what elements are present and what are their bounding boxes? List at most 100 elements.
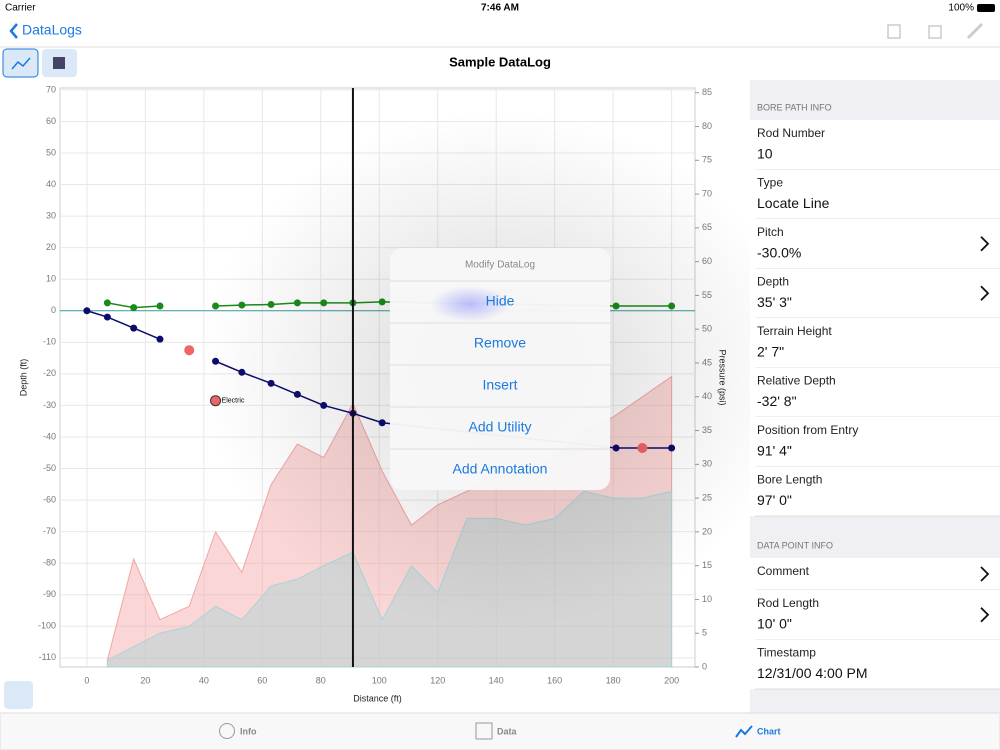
edit-icon[interactable] bbox=[966, 22, 984, 40]
row-value: 35' 3" bbox=[757, 294, 792, 310]
y-axis-title: Depth (ft) bbox=[18, 359, 28, 397]
share-icon[interactable] bbox=[928, 25, 942, 39]
row-label: Rod Length bbox=[757, 596, 819, 610]
y2-tick-label: 15 bbox=[702, 560, 712, 570]
y-tick-label: -110 bbox=[39, 652, 56, 662]
tab-label[interactable]: Info bbox=[240, 726, 257, 736]
y-tick-label: 50 bbox=[46, 147, 56, 157]
section-header: DATA POINT INFO bbox=[757, 540, 833, 550]
utility-point bbox=[184, 345, 195, 356]
popup bbox=[390, 248, 610, 490]
trash-icon[interactable] bbox=[887, 24, 901, 39]
tab-label[interactable]: Data bbox=[497, 726, 518, 736]
menu-item[interactable]: Add Annotation bbox=[453, 461, 548, 477]
row-value: -32' 8" bbox=[757, 393, 797, 409]
data-point bbox=[130, 324, 138, 332]
chart-mode-button[interactable] bbox=[2, 48, 39, 78]
menu-item[interactable]: Insert bbox=[482, 377, 517, 393]
y2-tick-label: 80 bbox=[702, 121, 712, 131]
info-row bbox=[750, 417, 1000, 467]
y-tick-label: 40 bbox=[46, 179, 56, 189]
menu-item[interactable]: Hide bbox=[486, 293, 515, 309]
popup-title: Modify DataLog bbox=[465, 260, 535, 271]
data-point bbox=[156, 302, 164, 310]
y2-tick-label: 85 bbox=[702, 87, 712, 97]
x-tick-label: 160 bbox=[547, 675, 562, 685]
x-tick-label: 200 bbox=[664, 675, 679, 685]
info-row bbox=[750, 318, 1000, 368]
x-tick-label: 120 bbox=[430, 675, 445, 685]
row-value: 2' 7" bbox=[757, 344, 784, 360]
x-tick-label: 80 bbox=[316, 675, 326, 685]
map-mode-icon bbox=[53, 57, 65, 69]
x-tick-label: 180 bbox=[606, 675, 621, 685]
row-value: 12/31/00 4:00 PM bbox=[757, 665, 868, 681]
disclosure-chevron[interactable] bbox=[980, 285, 990, 301]
y-tick-label: -80 bbox=[43, 558, 56, 568]
data-point bbox=[103, 299, 111, 307]
x-tick-label: 0 bbox=[84, 675, 89, 685]
y-tick-label: -50 bbox=[43, 463, 56, 473]
row-label: Position from Entry bbox=[757, 423, 858, 437]
y-tick-label: -70 bbox=[43, 526, 56, 536]
row-label: Type bbox=[757, 176, 783, 190]
menu-item[interactable]: Add Utility bbox=[468, 419, 531, 435]
battery-icon bbox=[977, 4, 995, 12]
section-header: BORE PATH INFO bbox=[757, 102, 832, 112]
row-value: Locate Line bbox=[757, 195, 830, 211]
info-row bbox=[750, 120, 1000, 170]
y-tick-label: -60 bbox=[43, 494, 56, 504]
y-tick-label: -20 bbox=[43, 368, 56, 378]
info-row bbox=[750, 558, 1000, 590]
row-label: Pitch bbox=[757, 225, 784, 239]
y2-tick-label: 10 bbox=[702, 594, 712, 604]
x-tick-label: 100 bbox=[372, 675, 387, 685]
y-tick-label: -90 bbox=[43, 589, 56, 599]
info-row bbox=[750, 268, 1000, 318]
y-tick-label: 60 bbox=[46, 116, 56, 126]
info-row bbox=[750, 169, 1000, 219]
hover-glow bbox=[430, 286, 510, 322]
clock: 7:46 AM bbox=[481, 3, 519, 14]
back-button[interactable]: DataLogs bbox=[22, 22, 82, 38]
chart-mode-icon bbox=[11, 57, 31, 70]
x-axis-title: Distance (ft) bbox=[353, 693, 402, 703]
tab-icon bbox=[735, 725, 753, 738]
info-row bbox=[750, 466, 1000, 516]
tab-icon bbox=[475, 722, 493, 740]
x-tick-label: 140 bbox=[489, 675, 504, 685]
info-row bbox=[750, 367, 1000, 417]
data-point bbox=[83, 307, 91, 315]
row-value: 10 bbox=[757, 146, 773, 162]
data-point bbox=[103, 313, 111, 321]
info-row bbox=[750, 219, 1000, 269]
data-point bbox=[156, 335, 164, 343]
tab-bar bbox=[0, 712, 1000, 750]
y-tick-label: 70 bbox=[46, 84, 56, 94]
page-title: Sample DataLog bbox=[449, 54, 551, 69]
y-tick-label: 30 bbox=[46, 210, 56, 220]
row-value: 97' 0" bbox=[757, 492, 792, 508]
disclosure-chevron[interactable] bbox=[980, 566, 990, 582]
y-tick-label: 20 bbox=[46, 242, 56, 252]
tab-label[interactable]: Chart bbox=[757, 726, 781, 736]
disclosure-chevron[interactable] bbox=[980, 236, 990, 252]
y-tick-label: -40 bbox=[43, 431, 56, 441]
back-chevron[interactable] bbox=[9, 23, 18, 39]
row-label: Bore Length bbox=[757, 473, 822, 487]
menu-item[interactable]: Remove bbox=[474, 335, 526, 351]
y-tick-label: -100 bbox=[38, 621, 56, 631]
row-label: Terrain Height bbox=[757, 324, 832, 338]
data-point bbox=[130, 304, 138, 312]
nav-actions bbox=[887, 22, 984, 40]
disclosure-chevron[interactable] bbox=[980, 607, 990, 623]
legend-button[interactable] bbox=[4, 681, 33, 709]
row-value: 91' 4" bbox=[757, 443, 792, 459]
x-tick-label: 60 bbox=[257, 675, 267, 685]
y-tick-label: -30 bbox=[43, 400, 56, 410]
carrier: Carrier bbox=[5, 3, 36, 14]
y2-tick-label: 0 bbox=[702, 661, 707, 671]
battery-level: 100% bbox=[948, 3, 974, 14]
